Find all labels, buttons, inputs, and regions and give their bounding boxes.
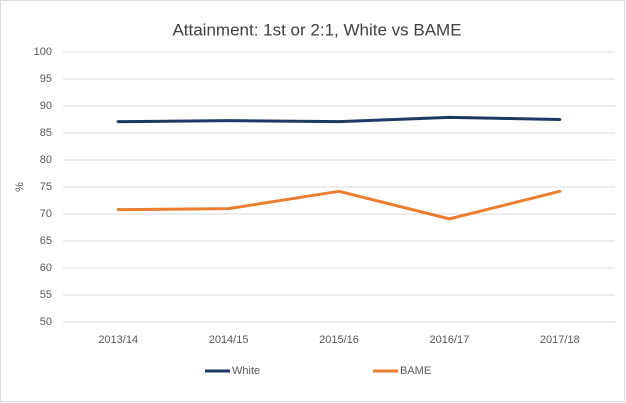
x-tick-label: 2014/15 <box>209 334 249 346</box>
y-tick-label: 50 <box>40 316 52 328</box>
y-tick-label: 85 <box>40 127 52 139</box>
y-tick-label: 90 <box>40 100 52 112</box>
y-tick-label: 60 <box>40 262 52 274</box>
y-tick-label: 95 <box>40 73 52 85</box>
x-tick-label: 2015/16 <box>319 334 359 346</box>
y-tick-label: 75 <box>40 181 52 193</box>
y-tick-label: 80 <box>40 154 52 166</box>
line-series <box>116 189 562 221</box>
y-tick-label: 55 <box>40 289 52 301</box>
x-tick-label: 2016/17 <box>430 334 470 346</box>
y-axis-label: % <box>14 182 26 192</box>
y-tick-label: 70 <box>40 208 52 220</box>
legend-label: BAME <box>400 365 431 377</box>
x-tick-label: 2013/14 <box>98 334 138 346</box>
chart-title: Attainment: 1st or 2:1, White vs BAME <box>172 20 461 39</box>
line-series <box>116 115 562 124</box>
y-tick-label: 100 <box>34 46 52 58</box>
y-tick-label: 65 <box>40 235 52 247</box>
x-tick-label: 2017/18 <box>540 334 580 346</box>
legend-label: White <box>232 365 260 377</box>
